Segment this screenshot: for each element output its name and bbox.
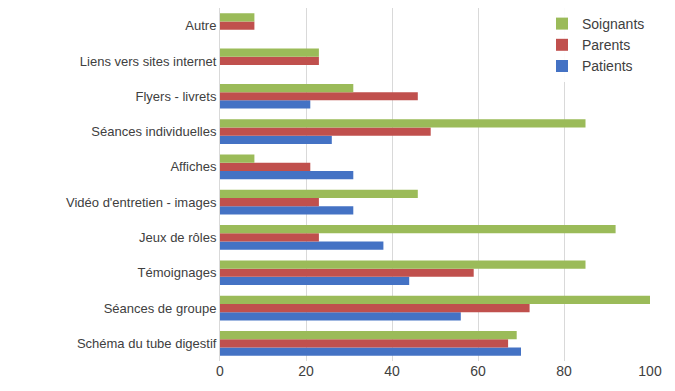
svg-text:Schéma du tube digestif: Schéma du tube digestif: [77, 336, 217, 351]
svg-text:40: 40: [384, 363, 400, 379]
svg-text:Jeux de rôles: Jeux de rôles: [139, 230, 217, 245]
svg-text:0: 0: [216, 363, 224, 379]
svg-text:Parents: Parents: [582, 37, 630, 53]
svg-text:Séances de groupe: Séances de groupe: [104, 301, 217, 316]
svg-text:Patients: Patients: [582, 58, 633, 74]
svg-text:20: 20: [298, 363, 314, 379]
svg-text:Séances individuelles: Séances individuelles: [91, 124, 217, 139]
svg-text:Témoignages: Témoignages: [138, 265, 217, 280]
svg-text:100: 100: [638, 363, 662, 379]
svg-text:Autre: Autre: [185, 18, 216, 33]
svg-text:Liens vers sites internet: Liens vers sites internet: [80, 54, 217, 69]
svg-text:Vidéo d'entretien - images: Vidéo d'entretien - images: [66, 195, 217, 210]
svg-text:60: 60: [470, 363, 486, 379]
svg-text:Affiches: Affiches: [170, 159, 217, 174]
svg-text:80: 80: [556, 363, 572, 379]
svg-text:Soignants: Soignants: [582, 16, 644, 32]
svg-text:Flyers - livrets: Flyers - livrets: [136, 89, 217, 104]
